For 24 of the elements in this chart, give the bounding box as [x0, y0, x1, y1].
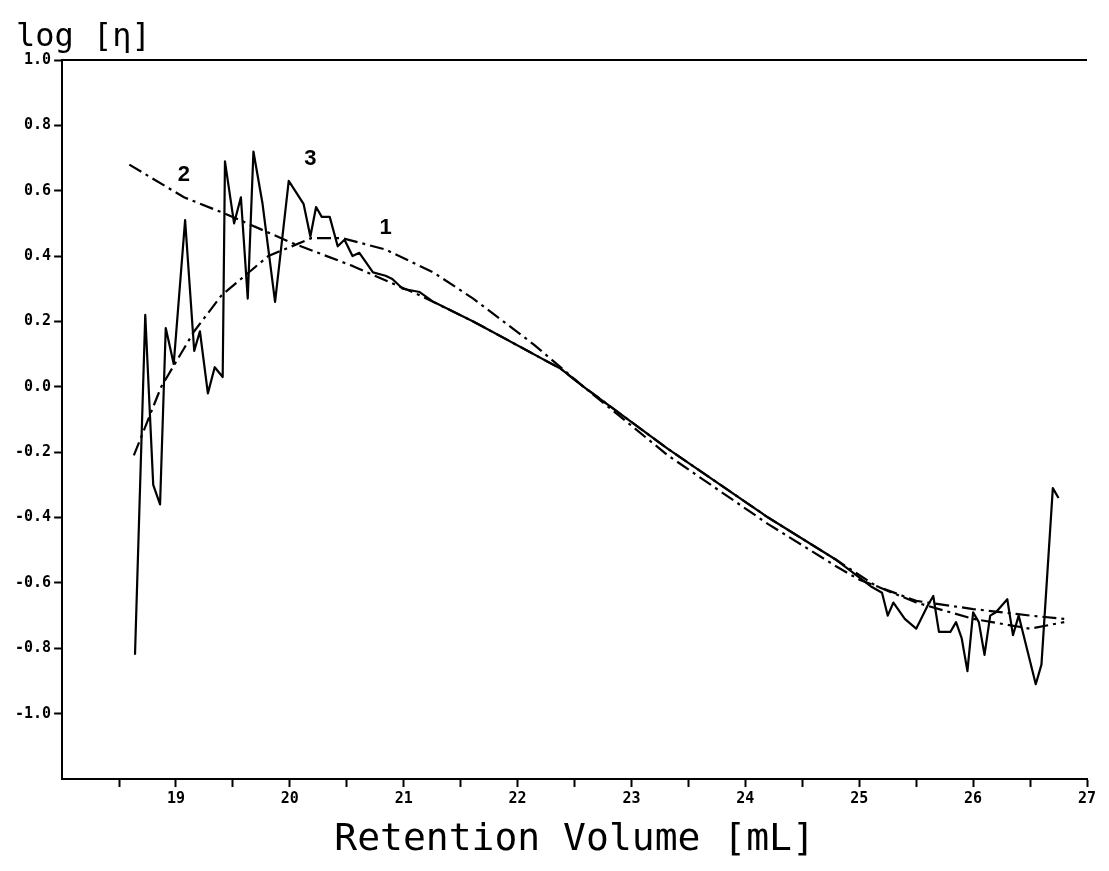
x-axis-title: Retention Volume [mL]: [334, 814, 815, 859]
y-tick-label: -0.2: [15, 442, 52, 461]
x-tick-label: 22: [508, 788, 527, 807]
x-tick-label: 25: [850, 788, 869, 807]
x-tick-label: 21: [394, 788, 413, 807]
y-tick-label: 1.0: [24, 49, 52, 68]
x-tick-label: 26: [964, 788, 983, 807]
y-tick-label: 0.0: [24, 376, 52, 395]
x-tick-label: 27: [1077, 788, 1097, 807]
y-tick-label: 0.8: [24, 115, 52, 134]
y-tick-label: 0.6: [24, 180, 52, 199]
x-tick-label: 24: [736, 788, 755, 807]
series-label: 1: [379, 213, 392, 239]
y-tick-label: -1.0: [15, 703, 52, 722]
x-tick-label: 20: [280, 788, 299, 807]
y-tick-label: -0.6: [15, 572, 52, 591]
x-tick-label: 23: [622, 788, 641, 807]
series-label: 2: [177, 161, 191, 187]
y-tick-label: 0.2: [24, 311, 52, 330]
series-label: 3: [304, 144, 317, 170]
y-tick-label: -0.8: [15, 638, 52, 657]
y-tick-label: -0.4: [15, 507, 52, 526]
y-tick-label: 0.4: [24, 245, 52, 264]
x-tick-label: 19: [166, 788, 186, 807]
